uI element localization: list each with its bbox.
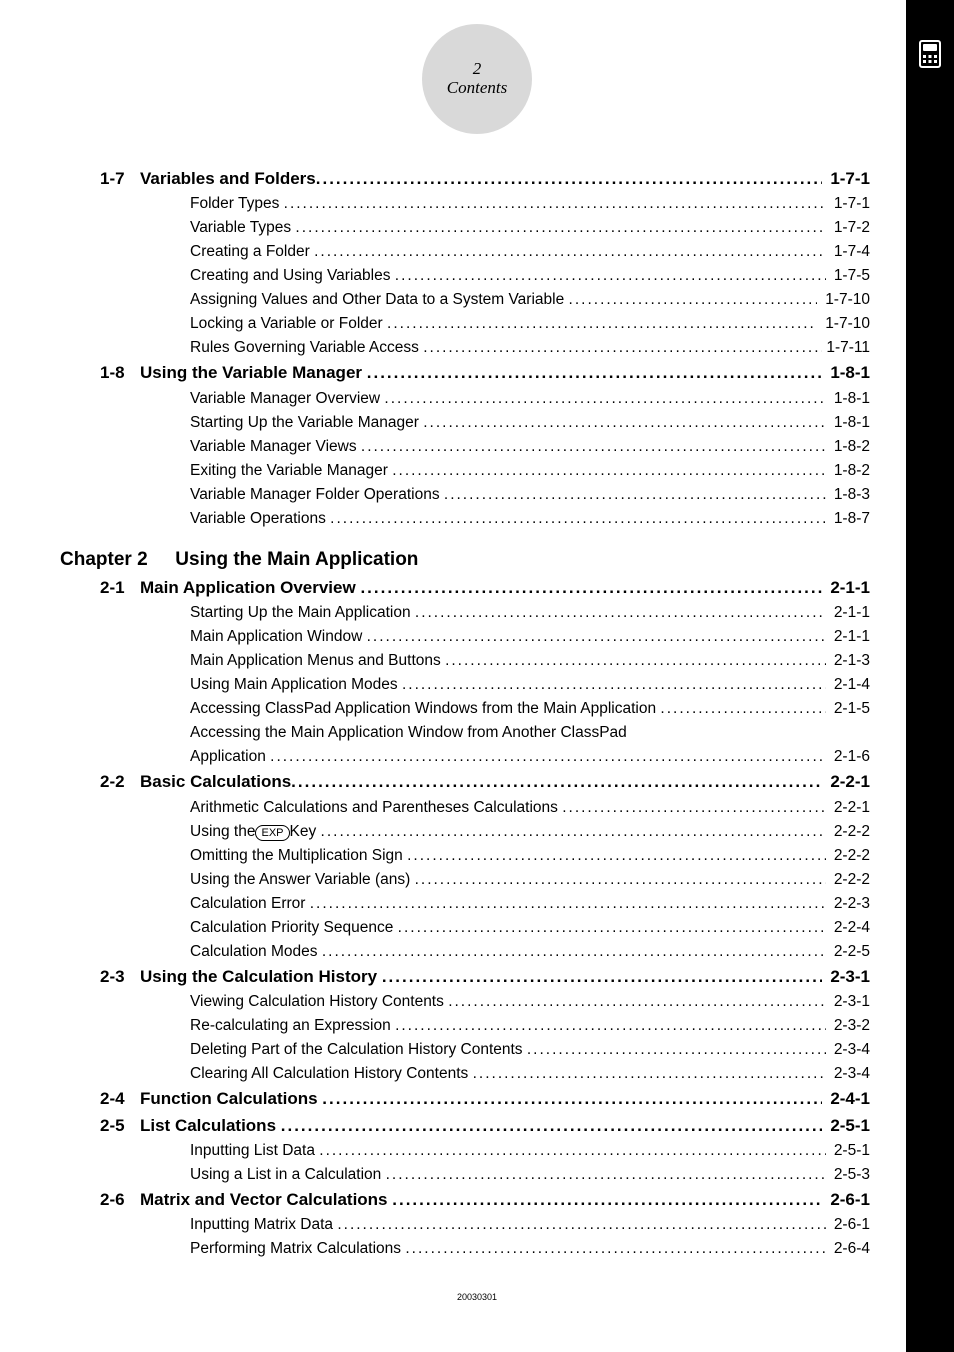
toc-sub: Calculation Modes 2-2-5 — [100, 940, 870, 964]
toc-content: 1-7 Variables and Folders 1-7-1 Folder T… — [100, 166, 870, 1261]
toc-sub: Creating and Using Variables 1-7-5 — [100, 264, 870, 288]
section-title: Using the Variable Manager — [140, 360, 362, 386]
section-num: 2-3 — [100, 964, 140, 990]
leader-dots — [360, 575, 821, 601]
toc-sub: Folder Types 1-7-1 — [100, 192, 870, 216]
toc-sub: Clearing All Calculation History Content… — [100, 1062, 870, 1086]
section-title: Function Calculations — [140, 1086, 318, 1112]
toc-sub: Re-calculating an Expression 2-3-2 — [100, 1014, 870, 1038]
toc-section: 2-2 Basic Calculations 2-2-1 — [100, 769, 870, 795]
toc-sub: Creating a Folder 1-7-4 — [100, 240, 870, 264]
section-num: 2-2 — [100, 769, 140, 795]
toc-sub: Variable Manager Views 1-8-2 — [100, 435, 870, 459]
toc-sub: Using the Answer Variable (ans) 2-2-2 — [100, 868, 870, 892]
toc-section: 2-3 Using the Calculation History 2-3-1 — [100, 964, 870, 990]
toc-sub: Main Application Menus and Buttons 2-1-3 — [100, 649, 870, 673]
section-title: Variables and Folders — [140, 166, 316, 192]
toc-sub: Omitting the Multiplication Sign 2-2-2 — [100, 844, 870, 868]
leader-dots — [291, 769, 821, 795]
toc-sub: Inputting List Data 2-5-1 — [100, 1139, 870, 1163]
toc-sub: Starting Up the Variable Manager 1-8-1 — [100, 411, 870, 435]
toc-sub: Variable Types 1-7-2 — [100, 216, 870, 240]
toc-sub: Using the EXP Key 2-2-2 — [100, 820, 870, 844]
header-page-number: 2 — [473, 60, 482, 79]
leader-dots — [281, 1113, 822, 1139]
section-page: 2-6-1 — [826, 1187, 870, 1213]
toc-section: 2-4 Function Calculations 2-4-1 — [100, 1086, 870, 1112]
section-num: 1-7 — [100, 166, 140, 192]
toc-chapter: Chapter 2 Using the Main Application — [60, 549, 870, 571]
toc-sub: Calculation Priority Sequence 2-2-4 — [100, 916, 870, 940]
section-page: 2-5-1 — [826, 1113, 870, 1139]
section-title: Basic Calculations — [140, 769, 291, 795]
leader-dots — [322, 1086, 821, 1112]
section-page: 1-8-1 — [826, 360, 870, 386]
toc-sub: Using Main Application Modes 2-1-4 — [100, 673, 870, 697]
toc-sub: Starting Up the Main Application 2-1-1 — [100, 601, 870, 625]
section-num: 2-5 — [100, 1113, 140, 1139]
section-num: 2-1 — [100, 575, 140, 601]
toc-sub: Variable Operations 1-8-7 — [100, 507, 870, 531]
toc-sub: Accessing ClassPad Application Windows f… — [100, 697, 870, 721]
section-num: 2-4 — [100, 1086, 140, 1112]
section-title: Using the Calculation History — [140, 964, 377, 990]
toc-sub: Main Application Window 2-1-1 — [100, 625, 870, 649]
header-label: Contents — [447, 79, 507, 98]
toc-sub: Application 2-1-6 — [100, 745, 870, 769]
toc-sub: Assigning Values and Other Data to a Sys… — [100, 288, 870, 312]
toc-section: 2-5 List Calculations 2-5-1 — [100, 1113, 870, 1139]
toc-sub: Viewing Calculation History Contents 2-3… — [100, 990, 870, 1014]
page: 2 Contents 1-7 Variables and Folders 1-7… — [0, 0, 954, 1352]
section-page: 2-1-1 — [826, 575, 870, 601]
leader-dots — [367, 360, 822, 386]
section-page: 1-7-1 — [826, 166, 870, 192]
toc-section: 1-8 Using the Variable Manager 1-8-1 — [100, 360, 870, 386]
section-num: 1-8 — [100, 360, 140, 386]
header-circle: 2 Contents — [422, 24, 532, 134]
right-tab-bar — [906, 0, 954, 1352]
section-title: List Calculations — [140, 1113, 276, 1139]
exp-key-icon: EXP — [255, 825, 289, 841]
toc-sub: Locking a Variable or Folder 1-7-10 — [100, 312, 870, 336]
toc-section: 2-6 Matrix and Vector Calculations 2-6-1 — [100, 1187, 870, 1213]
footer-code: 20030301 — [0, 1292, 954, 1302]
leader-dots — [382, 964, 822, 990]
toc-sub: Rules Governing Variable Access 1-7-11 — [100, 336, 870, 360]
chapter-title: Using the Main Application — [175, 549, 418, 570]
toc-sub: Variable Manager Folder Operations 1-8-3 — [100, 483, 870, 507]
toc-section: 2-1 Main Application Overview 2-1-1 — [100, 575, 870, 601]
section-title: Main Application Overview — [140, 575, 356, 601]
toc-sub: Using a List in a Calculation 2-5-3 — [100, 1163, 870, 1187]
section-page: 2-3-1 — [826, 964, 870, 990]
toc-sub: Calculation Error 2-2-3 — [100, 892, 870, 916]
calculator-icon — [912, 38, 948, 70]
leader-dots — [316, 166, 822, 192]
section-page: 2-2-1 — [826, 769, 870, 795]
toc-sub: Variable Manager Overview 1-8-1 — [100, 387, 870, 411]
toc-section: 1-7 Variables and Folders 1-7-1 — [100, 166, 870, 192]
toc-sub: Arithmetic Calculations and Parentheses … — [100, 796, 870, 820]
section-num: 2-6 — [100, 1187, 140, 1213]
chapter-label: Chapter 2 — [60, 549, 170, 571]
toc-sub: Exiting the Variable Manager 1-8-2 — [100, 459, 870, 483]
toc-sub-multiline: Accessing the Main Application Window fr… — [100, 721, 870, 745]
toc-sub: Inputting Matrix Data 2-6-1 — [100, 1213, 870, 1237]
toc-sub: Deleting Part of the Calculation History… — [100, 1038, 870, 1062]
section-title: Matrix and Vector Calculations — [140, 1187, 388, 1213]
toc-sub: Performing Matrix Calculations 2-6-4 — [100, 1237, 870, 1261]
leader-dots — [392, 1187, 821, 1213]
section-page: 2-4-1 — [826, 1086, 870, 1112]
